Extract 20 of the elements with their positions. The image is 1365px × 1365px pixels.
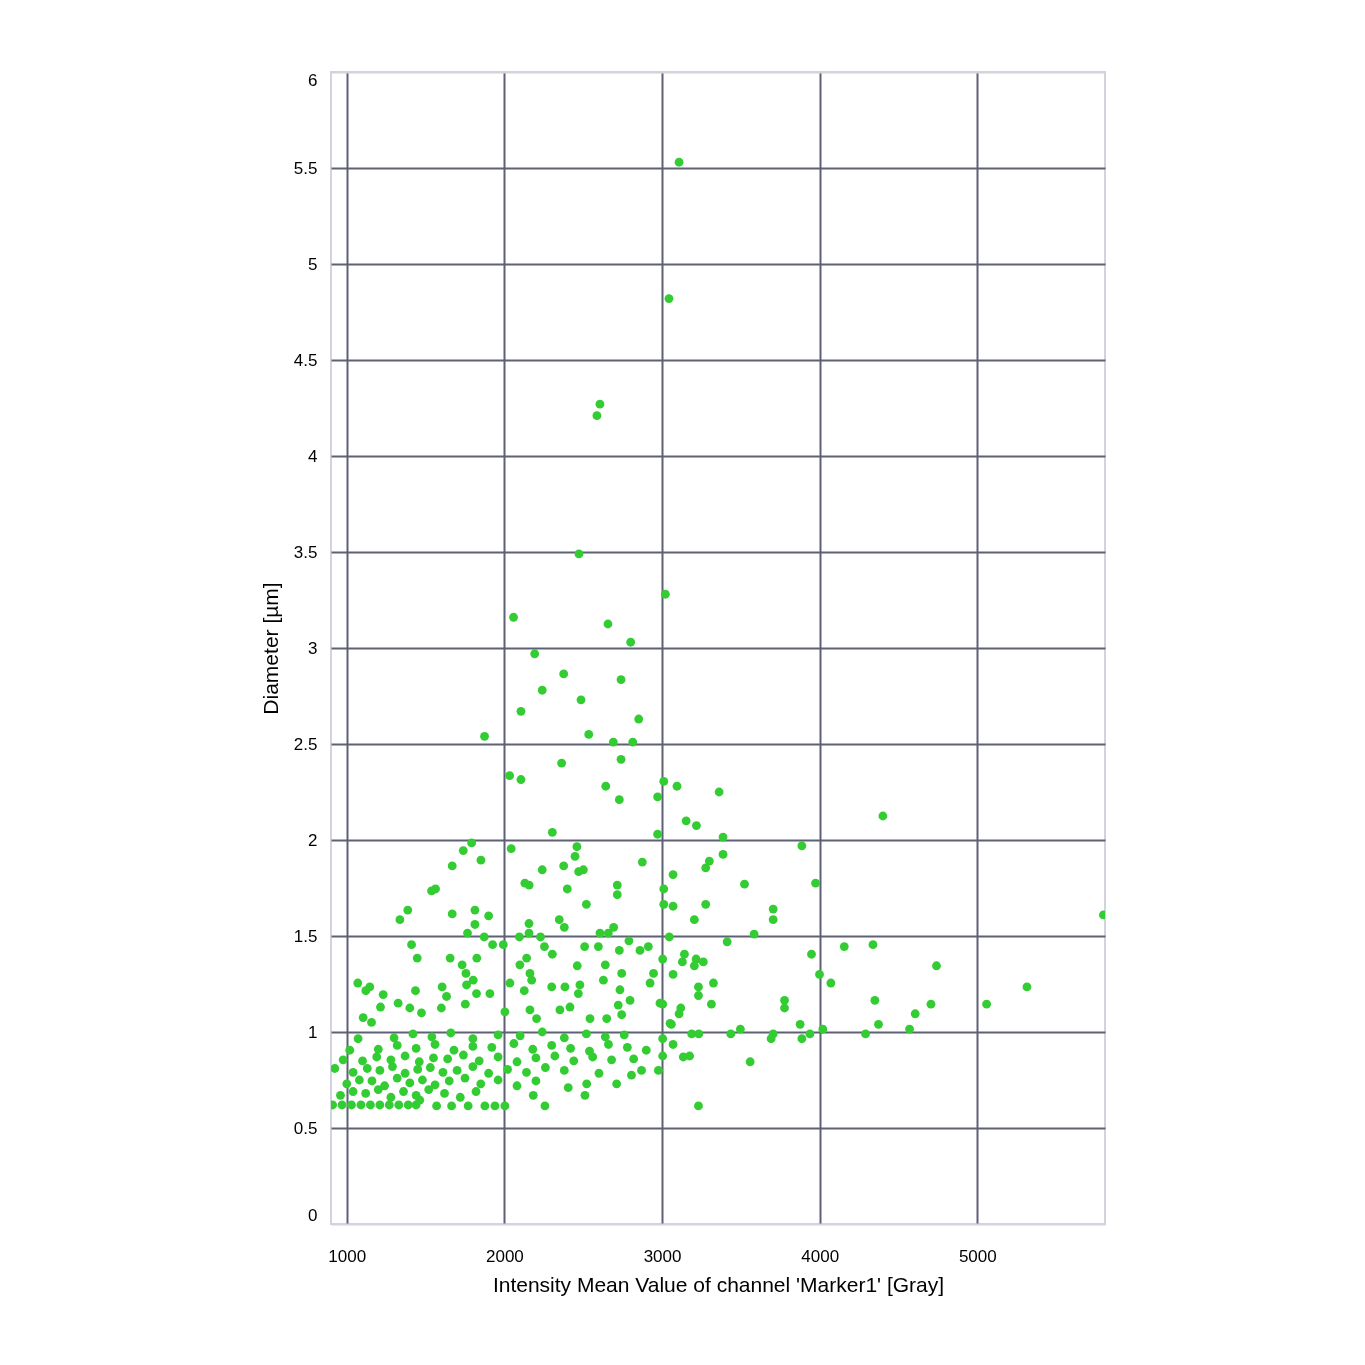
y-axis-title: Diameter [µm]: [258, 582, 282, 715]
y-tick-label: 1.5: [293, 926, 318, 946]
y-tick-label: 3: [308, 638, 318, 658]
y-tick-label: 2: [308, 830, 318, 850]
y-tick-label: 5: [308, 254, 318, 274]
y-tick-label: 6: [308, 70, 318, 90]
y-tick-label: 4: [308, 446, 318, 466]
x-tick-label: 1000: [328, 1246, 367, 1266]
x-tick-label: 5000: [958, 1246, 997, 1266]
y-tick-label: 0: [308, 1205, 318, 1225]
y-tick-label: 4.5: [293, 350, 318, 370]
x-axis-title: Intensity Mean Value of channel 'Marker1' [Gray]: [492, 1272, 945, 1296]
y-tick-label: 3.5: [293, 542, 318, 562]
y-tick-label: 2.5: [293, 734, 318, 754]
y-tick-label: 0.5: [293, 1118, 318, 1138]
y-tick-label: 1: [308, 1022, 318, 1042]
x-tick-label: 2000: [485, 1246, 524, 1266]
x-tick-label: 3000: [643, 1246, 682, 1266]
y-tick-label: 5.5: [293, 158, 318, 178]
x-tick-label: 4000: [801, 1246, 840, 1266]
